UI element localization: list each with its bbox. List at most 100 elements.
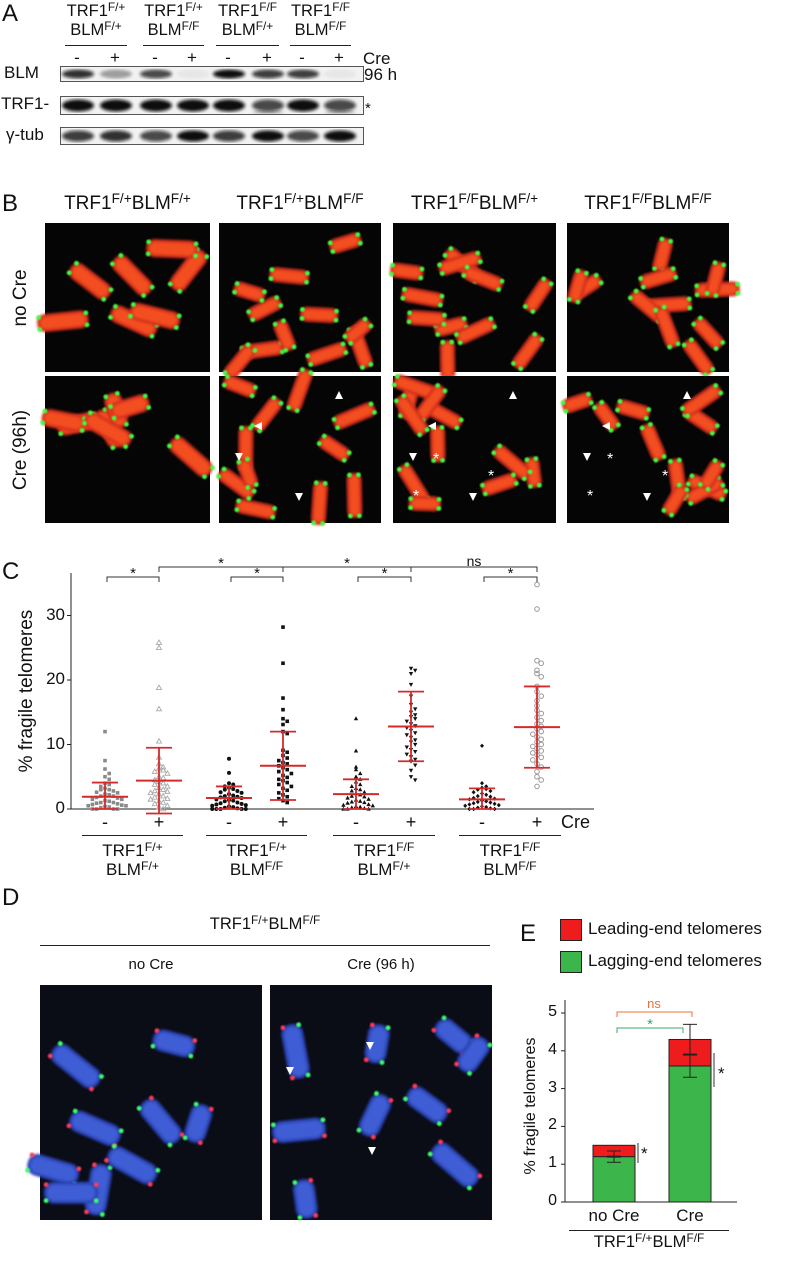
chromosome — [491, 443, 533, 482]
telomere-signal — [368, 401, 374, 407]
telomere-signal — [221, 466, 227, 472]
bar-segment-lagging — [592, 1156, 636, 1203]
telomere-signal — [250, 423, 255, 428]
telomere-signal — [114, 390, 120, 396]
telomere-signal — [257, 428, 263, 434]
telomere-signal — [661, 304, 667, 310]
gene-trf1: TRF1 — [584, 193, 632, 214]
data-point — [107, 782, 111, 787]
telomere-signal — [236, 459, 242, 465]
data-point — [413, 763, 418, 768]
legend-swatch-leading — [560, 919, 582, 941]
blot-band — [287, 69, 319, 79]
chromosome — [652, 236, 674, 274]
telomere-signal — [269, 267, 275, 273]
data-point — [534, 783, 540, 790]
allele-blm: F/+ — [170, 190, 191, 206]
telomere-signal — [442, 388, 448, 394]
chromosome — [454, 316, 497, 346]
telomere-signal — [99, 1212, 105, 1217]
chromatid-core — [484, 476, 515, 493]
data-point — [492, 801, 497, 807]
data-point — [353, 764, 359, 769]
micrograph-cre — [270, 985, 493, 1221]
telomere-signal — [29, 1152, 35, 1158]
data-point — [99, 784, 103, 789]
telomere-signal — [262, 289, 267, 295]
data-point — [222, 799, 227, 804]
telomere-signal — [424, 427, 430, 433]
telomere-signal — [154, 1028, 160, 1034]
arrowhead-marker — [366, 1042, 374, 1050]
telomere-signal — [92, 1162, 97, 1168]
telomere-signal — [251, 488, 257, 494]
gene-blm: BLM — [357, 860, 393, 879]
micrograph-no-cre-3 — [389, 223, 556, 381]
data-point — [107, 799, 111, 804]
significance-label-lagging: * — [647, 1016, 653, 1033]
telomere-signal — [449, 339, 455, 345]
blot-gamma-tubulin — [60, 127, 364, 145]
data-point — [159, 779, 167, 786]
telomere-signal — [250, 317, 256, 323]
telomere-signal — [177, 288, 183, 294]
chromatid-core — [115, 258, 149, 293]
gene-trf1: TRF1 — [410, 193, 459, 214]
telomere-signal — [118, 1128, 124, 1134]
data-point — [231, 798, 236, 803]
chromatid-core — [72, 1113, 118, 1143]
telomere-signal — [356, 472, 361, 478]
chromosome — [167, 434, 215, 480]
gene-trf1: TRF1 — [236, 193, 284, 214]
telomere-signal — [359, 364, 365, 370]
telomere-signal — [236, 498, 242, 504]
telomere-signal — [435, 383, 441, 388]
telomere-signal — [400, 295, 406, 301]
chromatid-core — [441, 254, 479, 272]
data-point — [159, 805, 167, 812]
chromosome — [396, 462, 431, 507]
telomere-signal — [368, 323, 374, 329]
chart-e-stacked-bar — [561, 1000, 737, 1203]
telomere-signal — [343, 350, 349, 355]
data-point — [341, 802, 346, 807]
chromosome — [109, 253, 155, 298]
telomere-signal — [391, 382, 397, 388]
y-tick-label: 20 — [46, 669, 65, 688]
telomere-signal — [167, 443, 172, 449]
cre-sign: - — [226, 812, 232, 832]
data-point — [413, 717, 418, 722]
legend-label-lagging: Lagging-end telomeres — [588, 951, 762, 970]
cre-sign: + — [110, 48, 120, 67]
telomere-signal — [709, 430, 715, 436]
telomere-signal — [482, 491, 488, 497]
chart-c-dotplot — [67, 566, 594, 815]
telomere-signal — [712, 260, 718, 266]
chromosome — [145, 239, 199, 259]
group-label: TRF1F/+ BLMF/F — [196, 840, 317, 880]
telomere-signal — [675, 341, 681, 347]
data-point — [159, 766, 167, 773]
telomere-signal — [348, 340, 354, 346]
telomere-signal — [43, 1198, 49, 1204]
data-point — [164, 795, 171, 801]
telomere-signal — [437, 262, 442, 268]
panel-d-condition-no-cre: no Cre — [128, 956, 174, 973]
arrowhead-marker — [254, 422, 262, 430]
telomere-signal — [668, 238, 674, 244]
blot-blm — [60, 66, 364, 82]
telomere-signal — [439, 425, 445, 430]
chromatid-core — [466, 268, 500, 288]
telomere-signal — [442, 252, 448, 258]
chromatid-core — [437, 1021, 470, 1051]
blot-band — [287, 99, 319, 112]
data-point — [358, 782, 363, 787]
blot-band — [213, 69, 245, 79]
telomere-signal — [147, 1181, 153, 1187]
chromosome — [615, 398, 652, 421]
telomere-signal — [316, 441, 322, 446]
chromatid-core — [398, 398, 425, 433]
telomere-signal — [66, 270, 72, 276]
arrowhead-marker — [295, 493, 303, 501]
telomere-signal — [646, 407, 652, 413]
